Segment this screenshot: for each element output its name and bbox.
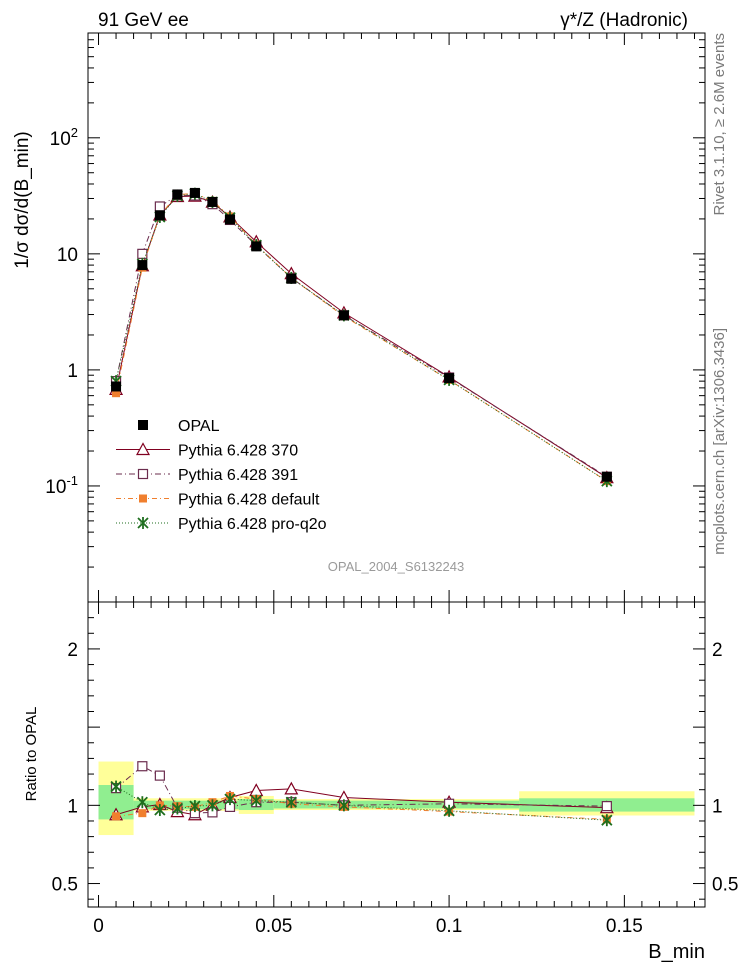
- ratio-y-tick-label: 1: [67, 796, 78, 817]
- chart-marks: [109, 187, 614, 827]
- ratio-point-pq2o: [601, 814, 613, 827]
- axes: 10-1 1 10 102 0 0.05 0.1 0.15 0.5 0.5 1 1 2 2: [45, 32, 738, 937]
- mcplots-label: mcplots.cern.ch [arXiv:1306.3436]: [711, 328, 728, 555]
- ratio-y-tick-label: 2: [67, 640, 78, 661]
- ratio-y-tick-label-right: 0.5: [712, 875, 738, 896]
- legend: OPAL Pythia 6.428 370 Pythia 6.428 391 Pyth…: [116, 418, 327, 533]
- data-point-opal: [601, 471, 612, 482]
- legend-entry-p391: Pythia 6.428 391: [116, 467, 298, 484]
- ratio-point-pq2o: [443, 804, 455, 817]
- data-point-opal: [338, 310, 349, 321]
- ratio-point-p391: [154, 770, 165, 781]
- ratio-point-pq2o: [250, 794, 262, 807]
- ratio-point-p370: [284, 781, 299, 795]
- legend-entry-pq2o: Pythia 6.428 pro-q2o: [116, 516, 327, 533]
- legend-marker: [135, 442, 151, 456]
- ratio-point-pq2o: [224, 793, 236, 806]
- legend-label: Pythia 6.428 default: [178, 492, 320, 509]
- data-point-opal: [111, 381, 122, 392]
- legend-label: Pythia 6.428 370: [178, 443, 298, 460]
- header-left: 91 GeV ee: [98, 10, 189, 31]
- main-y-axis-title-text: 1/σ dσ/d(B_min): [12, 131, 33, 269]
- ratio-point-pq2o: [285, 796, 297, 809]
- band-inner-1: [133, 800, 239, 810]
- ratio-point-pq2o: [338, 799, 350, 812]
- data-point-p391: [154, 201, 165, 212]
- data-point-opal: [251, 241, 262, 252]
- data-point-opal: [189, 187, 200, 198]
- ratio-point-p391: [601, 801, 612, 812]
- ratio-point-pq2o: [206, 799, 219, 812]
- main-y-tick-label: 102: [50, 125, 78, 150]
- legend-entry-pdefault: Pythia 6.428 default: [116, 492, 320, 509]
- ratio-point-p391: [137, 761, 148, 772]
- data-point-opal: [154, 210, 165, 221]
- ratio-point-pq2o: [171, 802, 184, 815]
- series-line-pdefault: [115, 192, 608, 482]
- legend-label: Pythia 6.428 pro-q2o: [178, 516, 327, 533]
- x-tick-label: 0.15: [606, 916, 643, 937]
- main-y-tick-label: 10-1: [45, 473, 78, 498]
- data-point-opal: [207, 196, 218, 207]
- legend-marker: [139, 494, 147, 503]
- ratio-point-pq2o: [110, 780, 122, 793]
- ratio-y-tick-label-right: 2: [712, 640, 723, 661]
- main-y-axis-title: 1/σ dσ/d(B_min): [12, 131, 33, 269]
- legend-entry-opal: OPAL: [138, 418, 220, 435]
- x-tick-label: 0: [93, 916, 104, 937]
- main-y-tick-label: 10: [57, 245, 78, 266]
- ratio-line-pdefault: [115, 795, 607, 820]
- ratio-uncertainty-bands: [98, 761, 695, 836]
- data-point-pdefault: [112, 389, 121, 398]
- ratio-point-pq2o: [136, 796, 148, 809]
- analysis-label: OPAL_2004_S6132243: [328, 559, 464, 574]
- ratio-frame: [87, 601, 706, 908]
- ratio-line-pq2o: [115, 786, 607, 821]
- x-axis-title: B_min: [648, 941, 705, 963]
- data-point-p391: [137, 248, 148, 259]
- ratio-y-tick-label: 0.5: [52, 875, 78, 896]
- series-opal: [111, 187, 612, 482]
- series-line-p370: [115, 195, 608, 479]
- ratio-y-axis-title: Ratio to OPAL: [23, 707, 40, 802]
- legend-label: Pythia 6.428 391: [178, 467, 298, 484]
- ratio-point-pq2o: [189, 800, 201, 813]
- x-tick-label: 0.1: [436, 916, 462, 937]
- legend-marker: [137, 517, 149, 529]
- data-point-opal: [137, 260, 148, 271]
- ratio-point-pdefault: [138, 809, 147, 818]
- legend-label: OPAL: [178, 418, 220, 435]
- legend-marker: [138, 420, 148, 430]
- ratio-y-tick-label-right: 1: [712, 796, 723, 817]
- main-y-tick-label: 1: [67, 361, 78, 382]
- legend-entry-p370: Pythia 6.428 370: [116, 442, 298, 460]
- ratio-point-pq2o: [154, 804, 166, 817]
- series-line-pq2o: [115, 193, 608, 482]
- ratio-line-p391: [115, 765, 607, 814]
- data-point-opal: [444, 373, 455, 384]
- rivet-label: Rivet 3.1.10, ≥ 2.6M events: [711, 33, 728, 216]
- data-point-opal: [224, 214, 235, 225]
- header-right: γ*/Z (Hadronic): [560, 10, 688, 31]
- legend-marker: [137, 468, 149, 480]
- ratio-point-pdefault: [112, 812, 121, 821]
- data-point-opal: [286, 273, 297, 284]
- x-tick-label: 0.05: [255, 916, 292, 937]
- data-point-opal: [172, 189, 183, 200]
- band-inner-3: [273, 800, 520, 809]
